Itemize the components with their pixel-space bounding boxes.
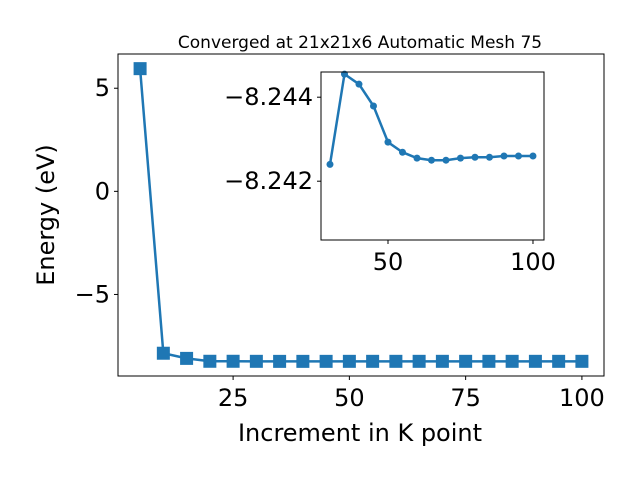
marker <box>366 354 380 368</box>
marker <box>552 354 566 368</box>
y-tick-label: 5 <box>95 74 110 102</box>
axes-frame <box>320 71 545 241</box>
marker <box>389 354 403 368</box>
marker <box>442 156 450 164</box>
marker <box>413 154 421 162</box>
y-axis-label: Energy (eV) <box>32 144 60 286</box>
marker <box>249 354 263 368</box>
marker <box>575 354 589 368</box>
y-tick-label: −8.242 <box>224 167 313 195</box>
marker <box>485 153 493 161</box>
x-tick-label: 100 <box>510 248 556 276</box>
chart-title: Converged at 21x21x6 Automatic Mesh 75 <box>178 33 542 53</box>
marker <box>384 138 392 146</box>
marker <box>342 354 356 368</box>
marker <box>471 153 479 161</box>
y-tick-label: 0 <box>95 177 110 205</box>
marker <box>326 160 334 168</box>
marker <box>319 354 333 368</box>
marker <box>529 152 537 160</box>
marker <box>398 148 406 156</box>
marker <box>156 346 170 360</box>
marker <box>514 152 522 160</box>
marker <box>500 152 508 160</box>
x-tick-label: 50 <box>373 248 404 276</box>
y-tick-label: −8.244 <box>224 83 313 111</box>
marker <box>203 354 217 368</box>
marker <box>435 354 449 368</box>
marker <box>273 354 287 368</box>
marker <box>459 354 473 368</box>
marker <box>528 354 542 368</box>
y-tick-label: −5 <box>75 280 110 308</box>
marker <box>369 102 377 110</box>
x-tick-label: 50 <box>334 384 365 412</box>
axes-frame <box>117 53 605 377</box>
marker <box>296 354 310 368</box>
marker <box>180 351 194 365</box>
x-tick-label: 100 <box>559 384 605 412</box>
x-tick-label: 25 <box>218 384 249 412</box>
marker <box>456 154 464 162</box>
marker <box>355 80 363 88</box>
marker <box>226 354 240 368</box>
marker <box>133 62 147 76</box>
marker <box>412 354 426 368</box>
x-tick-label: 75 <box>450 384 481 412</box>
marker <box>427 156 435 164</box>
x-axis-label: Increment in K point <box>238 419 482 447</box>
marker <box>482 354 496 368</box>
marker <box>505 354 519 368</box>
